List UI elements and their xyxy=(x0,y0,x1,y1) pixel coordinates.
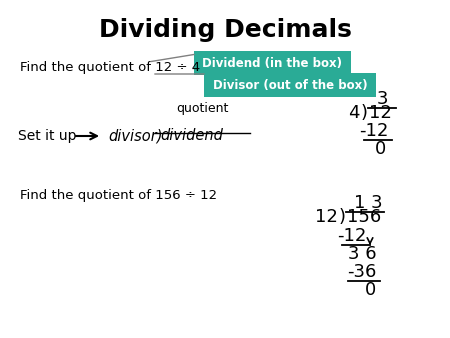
Text: 12: 12 xyxy=(315,208,338,226)
Text: ): ) xyxy=(339,208,346,226)
Text: divisor): divisor) xyxy=(108,128,162,144)
Text: 4: 4 xyxy=(348,104,360,122)
Text: dividend: dividend xyxy=(160,128,223,144)
Text: 12: 12 xyxy=(369,104,392,122)
Text: 3: 3 xyxy=(376,90,388,108)
Text: -36: -36 xyxy=(347,263,377,281)
Text: 0: 0 xyxy=(374,140,386,158)
Text: -12: -12 xyxy=(338,227,367,245)
Text: 156: 156 xyxy=(347,208,381,226)
Text: ): ) xyxy=(361,104,368,122)
Text: Set it up: Set it up xyxy=(18,129,76,143)
Text: 3 6: 3 6 xyxy=(348,245,376,263)
Text: Divisor (out of the box): Divisor (out of the box) xyxy=(213,78,367,92)
Text: quotient: quotient xyxy=(176,102,228,115)
Text: Find the quotient of 156 ÷ 12: Find the quotient of 156 ÷ 12 xyxy=(20,190,217,202)
Text: -12: -12 xyxy=(359,122,389,140)
FancyBboxPatch shape xyxy=(204,73,376,97)
FancyBboxPatch shape xyxy=(194,51,351,75)
Text: 1 3: 1 3 xyxy=(354,194,382,212)
Text: Dividing Decimals: Dividing Decimals xyxy=(99,18,351,42)
Text: Dividend (in the box): Dividend (in the box) xyxy=(202,56,342,70)
Text: Find the quotient of 12 ÷ 4: Find the quotient of 12 ÷ 4 xyxy=(20,62,200,74)
Text: 0: 0 xyxy=(364,281,376,299)
